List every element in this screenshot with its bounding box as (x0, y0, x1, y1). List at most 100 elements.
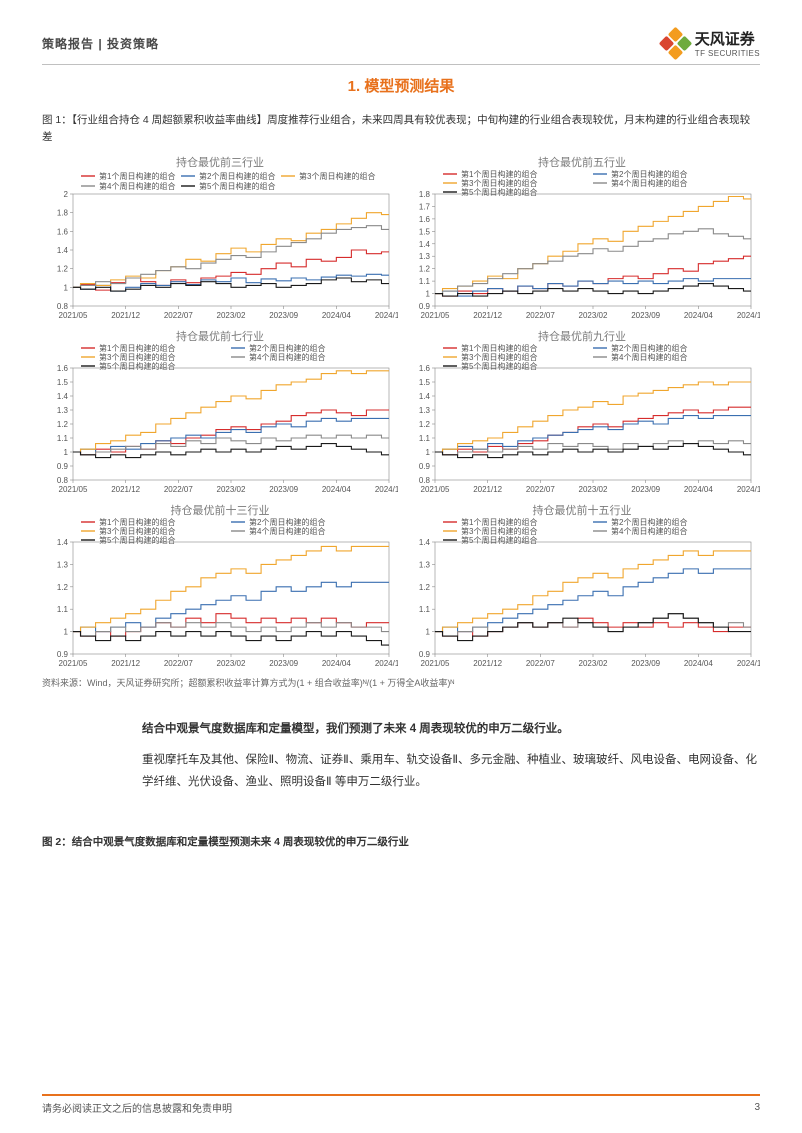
series-s3 (435, 382, 751, 452)
svg-text:2022/07: 2022/07 (164, 311, 193, 320)
svg-text:1.1: 1.1 (57, 605, 69, 614)
svg-text:第4个周日构建的组合: 第4个周日构建的组合 (611, 178, 687, 188)
svg-text:1.5: 1.5 (419, 227, 431, 236)
series-s1 (435, 407, 751, 455)
svg-text:1.4: 1.4 (419, 239, 431, 248)
svg-text:第1个周日构建的组合: 第1个周日构建的组合 (99, 343, 175, 353)
svg-text:2024/04: 2024/04 (684, 659, 713, 668)
svg-text:第5个周日构建的组合: 第5个周日构建的组合 (461, 535, 537, 545)
svg-text:1.4: 1.4 (57, 538, 69, 547)
brand-logo: 天风证券 TF SECURITIES (661, 28, 760, 58)
svg-text:1.6: 1.6 (419, 214, 431, 223)
svg-text:2021/12: 2021/12 (473, 485, 502, 494)
series-s3 (435, 196, 751, 293)
svg-text:0.9: 0.9 (57, 462, 69, 471)
series-s3 (73, 546, 389, 631)
svg-text:第3个周日构建的组合: 第3个周日构建的组合 (99, 352, 175, 362)
svg-text:第3个周日构建的组合: 第3个周日构建的组合 (99, 526, 175, 536)
svg-text:1.1: 1.1 (419, 277, 431, 286)
svg-text:1.8: 1.8 (419, 190, 431, 199)
series-s4 (435, 440, 751, 454)
chart-title: 持仓最优前十三行业 (171, 503, 270, 517)
svg-text:第3个周日构建的组合: 第3个周日构建的组合 (461, 526, 537, 536)
svg-text:1.1: 1.1 (419, 434, 431, 443)
chart-panel: 持仓最优前三行业第1个周日构建的组合第2个周日构建的组合第3个周日构建的组合第4… (42, 154, 398, 324)
footer-disclaimer: 请务必阅读正文之后的信息披露和免责申明 (42, 1100, 232, 1115)
svg-text:2: 2 (64, 190, 69, 199)
charts-grid: 持仓最优前三行业第1个周日构建的组合第2个周日构建的组合第3个周日构建的组合第4… (42, 154, 760, 672)
svg-text:1.2: 1.2 (57, 264, 69, 273)
series-s5 (435, 283, 751, 295)
svg-text:1.5: 1.5 (57, 378, 69, 387)
svg-text:2024/11: 2024/11 (375, 659, 398, 668)
svg-text:2023/02: 2023/02 (217, 485, 246, 494)
logo-icon (661, 29, 689, 57)
svg-text:第4个周日构建的组合: 第4个周日构建的组合 (611, 526, 687, 536)
svg-text:1.4: 1.4 (57, 246, 69, 255)
chart-footnote: 资料来源：Wind，天风证券研究所；超额累积收益率计算方式为(1 + 组合收益率… (42, 676, 760, 689)
svg-text:第5个周日构建的组合: 第5个周日构建的组合 (199, 181, 275, 191)
svg-text:1.3: 1.3 (57, 406, 69, 415)
chart-panel: 持仓最优前七行业第1个周日构建的组合第2个周日构建的组合第3个周日构建的组合第4… (42, 328, 398, 498)
svg-text:1.4: 1.4 (57, 392, 69, 401)
svg-text:第4个周日构建的组合: 第4个周日构建的组合 (99, 181, 175, 191)
svg-text:2023/02: 2023/02 (579, 485, 608, 494)
svg-text:第2个周日构建的组合: 第2个周日构建的组合 (249, 343, 325, 353)
svg-text:1.2: 1.2 (57, 582, 69, 591)
svg-text:2021/12: 2021/12 (111, 485, 140, 494)
svg-text:0.9: 0.9 (57, 650, 69, 659)
svg-text:第5个周日构建的组合: 第5个周日构建的组合 (99, 535, 175, 545)
figure1-caption: 图 1：【行业组合持仓 4 周超额累积收益率曲线】周度推荐行业组合，未来四周具有… (42, 112, 760, 146)
svg-text:1.2: 1.2 (419, 582, 431, 591)
svg-text:第4个周日构建的组合: 第4个周日构建的组合 (611, 352, 687, 362)
body-text: 结合中观景气度数据库和定量模型，我们预测了未来 4 周表现较优的申万二级行业。 … (142, 719, 760, 795)
series-s5 (73, 443, 389, 457)
svg-text:1.2: 1.2 (419, 420, 431, 429)
svg-text:2024/04: 2024/04 (684, 311, 713, 320)
svg-text:1.3: 1.3 (419, 406, 431, 415)
svg-text:1.7: 1.7 (419, 202, 431, 211)
header-left-text: 策略报告 | 投资策略 (42, 35, 159, 52)
svg-text:2024/11: 2024/11 (737, 659, 760, 668)
chart-title: 持仓最优前十五行业 (533, 503, 632, 517)
svg-text:第2个周日构建的组合: 第2个周日构建的组合 (199, 171, 275, 181)
svg-text:1.5: 1.5 (419, 378, 431, 387)
svg-text:2024/04: 2024/04 (322, 311, 351, 320)
svg-text:第2个周日构建的组合: 第2个周日构建的组合 (611, 169, 687, 179)
svg-text:1.2: 1.2 (419, 264, 431, 273)
chart-panel: 持仓最优前十五行业第1个周日构建的组合第2个周日构建的组合第3个周日构建的组合第… (404, 502, 760, 672)
svg-text:第1个周日构建的组合: 第1个周日构建的组合 (99, 171, 175, 181)
svg-text:第1个周日构建的组合: 第1个周日构建的组合 (461, 517, 537, 527)
section-title: 1. 模型预测结果 (42, 75, 760, 96)
chart-5: 持仓最优前十五行业第1个周日构建的组合第2个周日构建的组合第3个周日构建的组合第… (404, 502, 760, 672)
page-footer: 请务必阅读正文之后的信息披露和免责申明 3 (42, 1094, 760, 1115)
svg-text:1.2: 1.2 (57, 420, 69, 429)
svg-text:1.4: 1.4 (419, 538, 431, 547)
svg-text:1.4: 1.4 (419, 392, 431, 401)
svg-text:2021/05: 2021/05 (421, 659, 450, 668)
svg-text:1.8: 1.8 (57, 208, 69, 217)
svg-text:2022/07: 2022/07 (164, 485, 193, 494)
chart-title: 持仓最优前七行业 (176, 329, 264, 343)
svg-text:第5个周日构建的组合: 第5个周日构建的组合 (461, 187, 537, 197)
svg-text:2023/09: 2023/09 (269, 659, 298, 668)
chart-panel: 持仓最优前五行业第1个周日构建的组合第2个周日构建的组合第3个周日构建的组合第4… (404, 154, 760, 324)
svg-text:1.3: 1.3 (419, 560, 431, 569)
svg-text:2023/02: 2023/02 (579, 311, 608, 320)
svg-text:第2个周日构建的组合: 第2个周日构建的组合 (611, 343, 687, 353)
svg-text:2021/05: 2021/05 (421, 311, 450, 320)
svg-text:1: 1 (64, 283, 69, 292)
svg-text:2021/05: 2021/05 (59, 485, 88, 494)
svg-text:第1个周日构建的组合: 第1个周日构建的组合 (461, 343, 537, 353)
footer-page-number: 3 (754, 1102, 760, 1113)
svg-text:第1个周日构建的组合: 第1个周日构建的组合 (99, 517, 175, 527)
svg-text:2021/05: 2021/05 (421, 485, 450, 494)
svg-text:第3个周日构建的组合: 第3个周日构建的组合 (299, 171, 375, 181)
chart-2: 持仓最优前七行业第1个周日构建的组合第2个周日构建的组合第3个周日构建的组合第4… (42, 328, 398, 498)
svg-text:1.6: 1.6 (57, 364, 69, 373)
svg-text:2023/09: 2023/09 (269, 485, 298, 494)
svg-text:第3个周日构建的组合: 第3个周日构建的组合 (461, 352, 537, 362)
svg-text:第2个周日构建的组合: 第2个周日构建的组合 (249, 517, 325, 527)
svg-text:第3个周日构建的组合: 第3个周日构建的组合 (461, 178, 537, 188)
svg-text:第5个周日构建的组合: 第5个周日构建的组合 (461, 361, 537, 371)
